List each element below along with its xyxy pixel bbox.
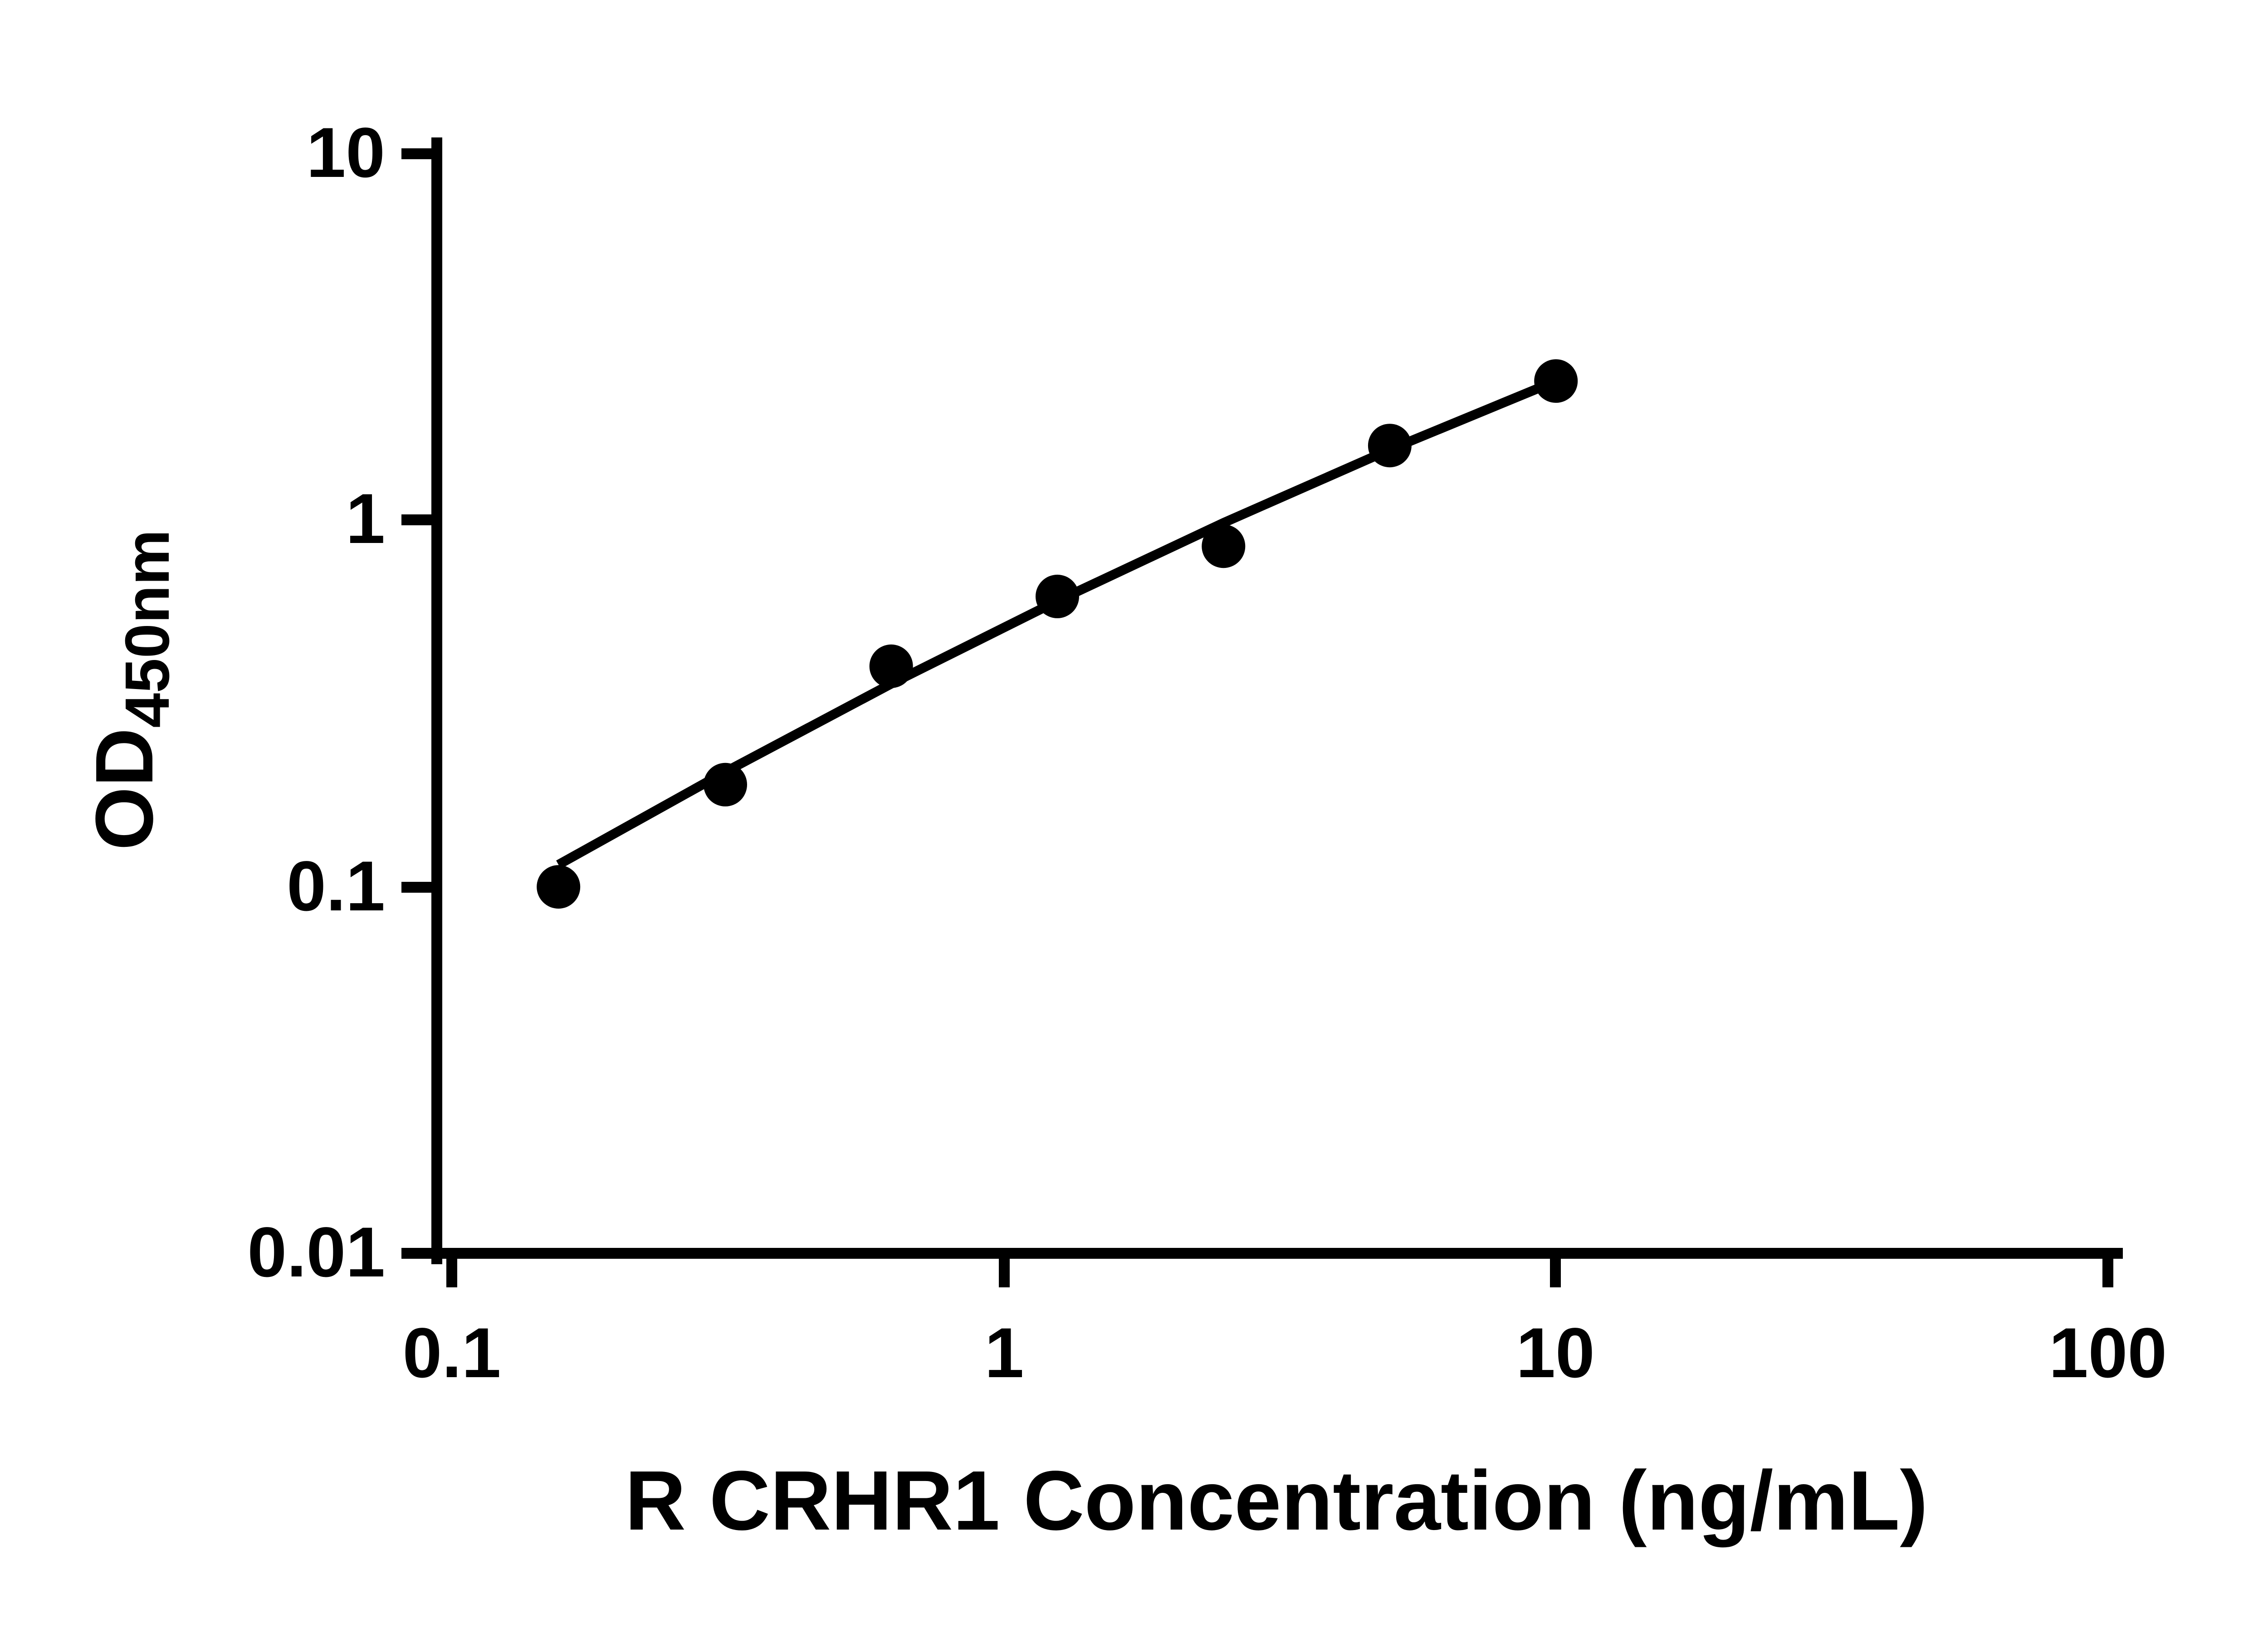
y-tick-label: 10 xyxy=(306,113,385,192)
plot-layer xyxy=(537,359,1578,909)
y-axis-title: OD450nm xyxy=(79,529,182,850)
y-tick-label: 0.01 xyxy=(247,1213,385,1292)
y-axis-title-subscript: 450nm xyxy=(112,529,182,728)
x-axis-title: R CRHR1 Concentration (ng/mL) xyxy=(625,1454,1928,1548)
data-point xyxy=(1368,424,1412,468)
data-point xyxy=(1036,574,1079,618)
y-tick-label: 0.1 xyxy=(287,847,385,926)
x-tick-label: 1 xyxy=(985,1314,1024,1393)
x-tick-label: 10 xyxy=(1516,1314,1595,1393)
data-point xyxy=(704,763,747,807)
data-point xyxy=(1202,524,1246,568)
x-tick-label: 100 xyxy=(2049,1314,2167,1393)
y-axis-title-main: OD xyxy=(79,728,170,851)
x-tick-label: 0.1 xyxy=(403,1314,501,1393)
data-point xyxy=(537,865,581,909)
data-point xyxy=(1534,359,1578,403)
data-point xyxy=(869,644,913,688)
y-tick-label: 1 xyxy=(346,479,385,558)
